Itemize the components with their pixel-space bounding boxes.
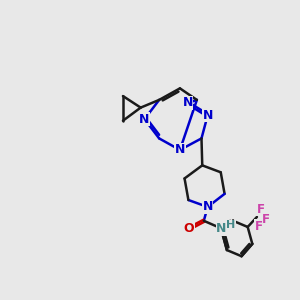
Text: N: N [182,97,193,110]
Text: O: O [184,222,194,235]
Text: F: F [257,203,265,216]
Text: N: N [175,143,185,157]
Text: F: F [254,220,262,233]
Text: H: H [226,220,236,230]
Text: F: F [262,213,270,226]
Text: N: N [139,113,150,126]
Text: N: N [216,222,227,235]
Text: N: N [202,109,213,122]
Text: N: N [202,200,213,213]
